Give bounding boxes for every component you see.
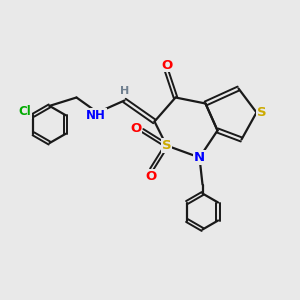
Text: O: O — [130, 122, 142, 136]
Text: O: O — [161, 58, 172, 72]
Text: S: S — [257, 106, 267, 119]
Text: NH: NH — [86, 109, 106, 122]
Text: Cl: Cl — [19, 105, 32, 118]
Text: N: N — [194, 151, 205, 164]
Text: S: S — [162, 139, 171, 152]
Text: O: O — [146, 169, 157, 183]
Text: H: H — [120, 86, 129, 97]
